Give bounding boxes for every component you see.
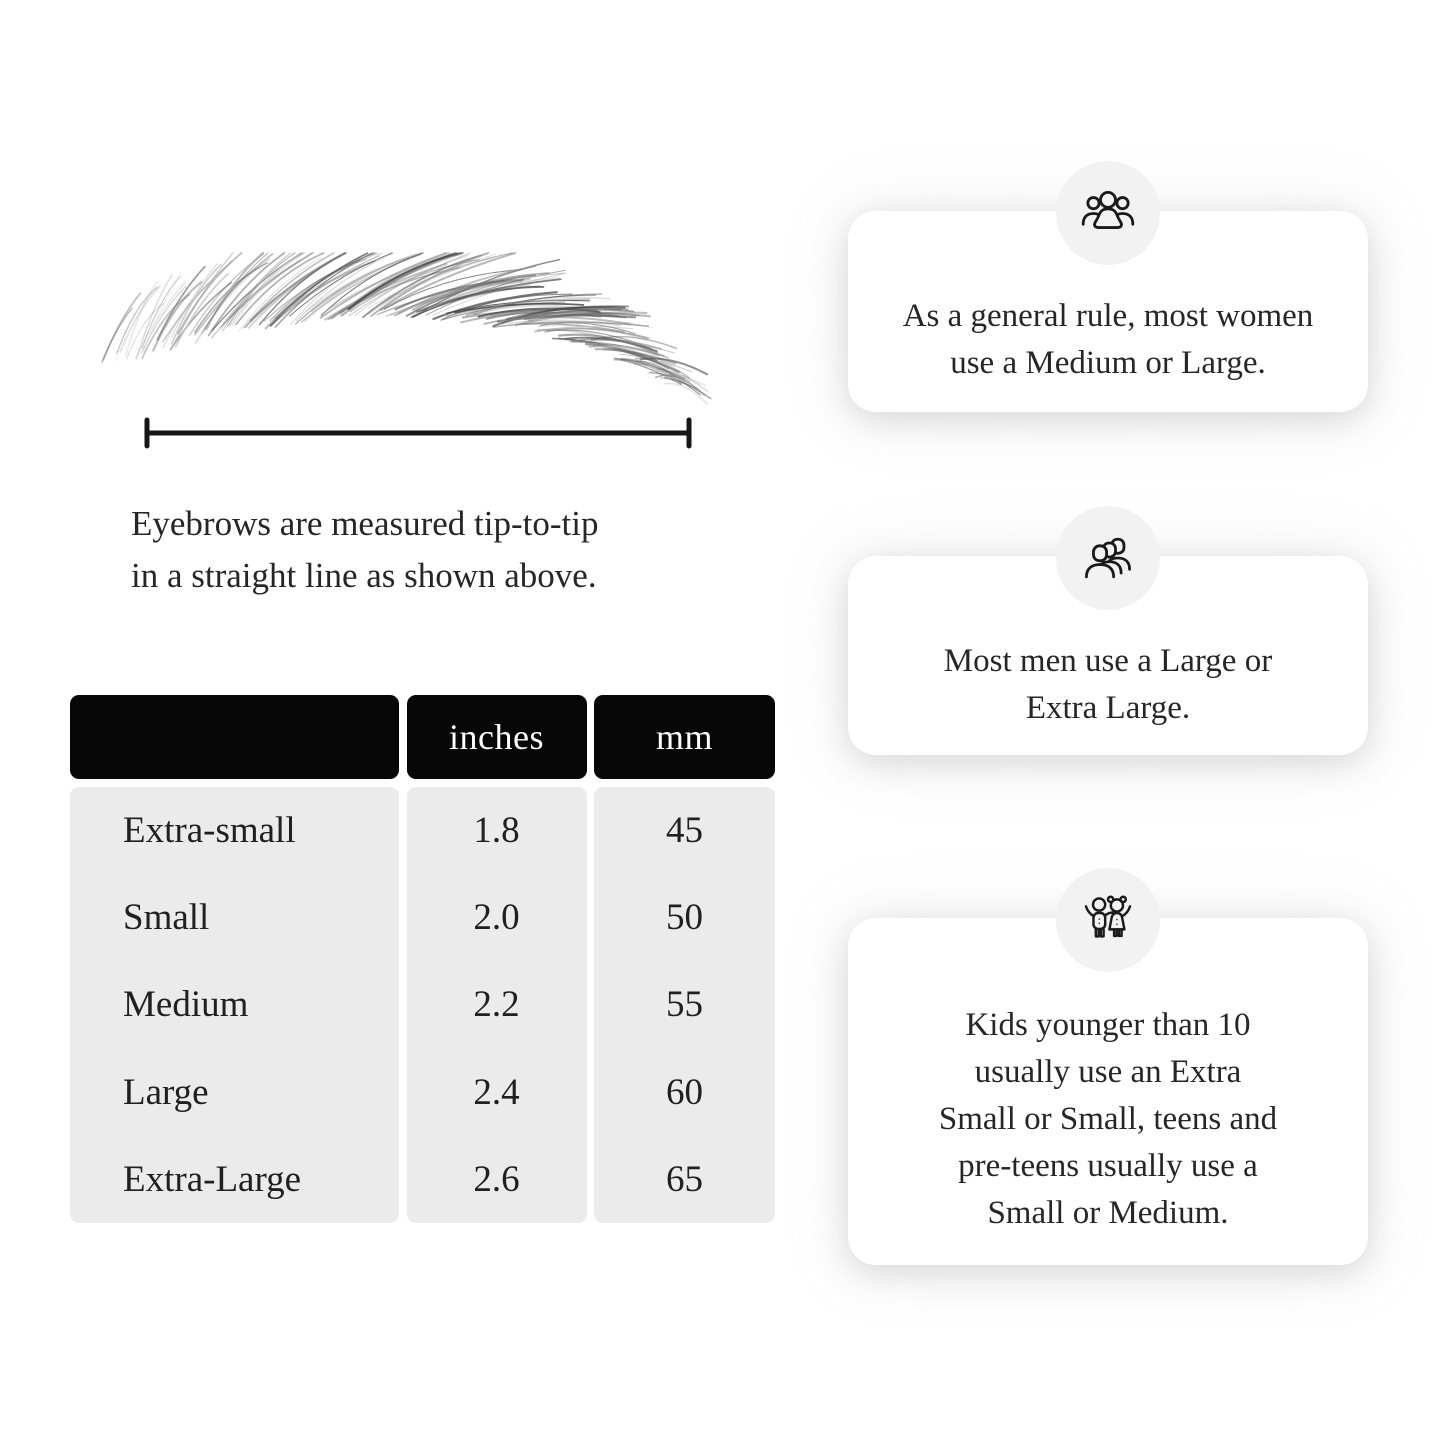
- tip-line: Small or Medium.: [987, 1195, 1229, 1231]
- tip-line: As a general rule, most women: [902, 298, 1314, 334]
- mm-value: 60: [666, 1071, 703, 1113]
- women-tip-text: As a general rule, most women use a Medi…: [848, 211, 1368, 387]
- table-row-label: Medium: [123, 984, 249, 1026]
- header-cell-mm: mm: [594, 695, 775, 779]
- tip-line: Most men use a Large or: [943, 643, 1273, 679]
- tip-line: Extra Large.: [1025, 690, 1191, 726]
- inches-value: 2.4: [473, 1071, 520, 1113]
- inches-column: 1.8 2.0 2.2 2.4 2.6: [406, 787, 587, 1223]
- women-group-icon: [1056, 161, 1160, 265]
- table-row-label: Extra-Large: [123, 1158, 302, 1200]
- measurement-caption: Eyebrows are measured tip-to-tip in a st…: [131, 498, 771, 602]
- size-table-body: Extra-small Small Medium Large Extra-Lar…: [70, 787, 775, 1223]
- eyebrow-illustration: [101, 251, 712, 405]
- women-tip-card: As a general rule, most women use a Medi…: [848, 161, 1368, 412]
- inches-value: 2.0: [473, 897, 520, 939]
- tip-line: Kids younger than 10: [965, 1007, 1251, 1043]
- header-cell-blank: [70, 695, 399, 779]
- mm-value: 55: [666, 984, 703, 1026]
- kids-icon: [1056, 868, 1160, 972]
- inches-value: 1.8: [473, 810, 520, 852]
- table-row-label: Extra-small: [123, 810, 296, 852]
- kids-tip-card: Kids younger than 10 usually use an Extr…: [848, 868, 1368, 1265]
- size-name-column: Extra-small Small Medium Large Extra-Lar…: [70, 787, 399, 1223]
- men-group-icon: [1056, 506, 1160, 610]
- men-tip-text: Most men use a Large or Extra Large.: [848, 556, 1368, 732]
- men-tip-card: Most men use a Large or Extra Large.: [848, 506, 1368, 755]
- tip-line: pre-teens usually use a: [958, 1148, 1258, 1184]
- mm-value: 45: [666, 810, 703, 852]
- tip-line: Small or Small, teens and: [938, 1101, 1278, 1137]
- inches-value: 2.2: [473, 984, 520, 1026]
- size-table-header: inches mm: [70, 695, 775, 779]
- header-cell-inches: inches: [406, 695, 587, 779]
- mm-value: 65: [666, 1158, 703, 1200]
- inches-value: 2.6: [473, 1158, 520, 1200]
- measurement-line: [144, 417, 692, 449]
- tip-line: use a Medium or Large.: [950, 345, 1266, 381]
- mm-value: 50: [666, 897, 703, 939]
- mm-column: 45 50 55 60 65: [594, 787, 775, 1223]
- tip-line: usually use an Extra: [974, 1054, 1242, 1090]
- table-row-label: Small: [123, 897, 210, 939]
- table-row-label: Large: [123, 1071, 209, 1113]
- kids-tip-text: Kids younger than 10 usually use an Extr…: [848, 918, 1368, 1237]
- caption-line: in a straight line as shown above.: [131, 556, 597, 595]
- caption-line: Eyebrows are measured tip-to-tip: [131, 504, 599, 543]
